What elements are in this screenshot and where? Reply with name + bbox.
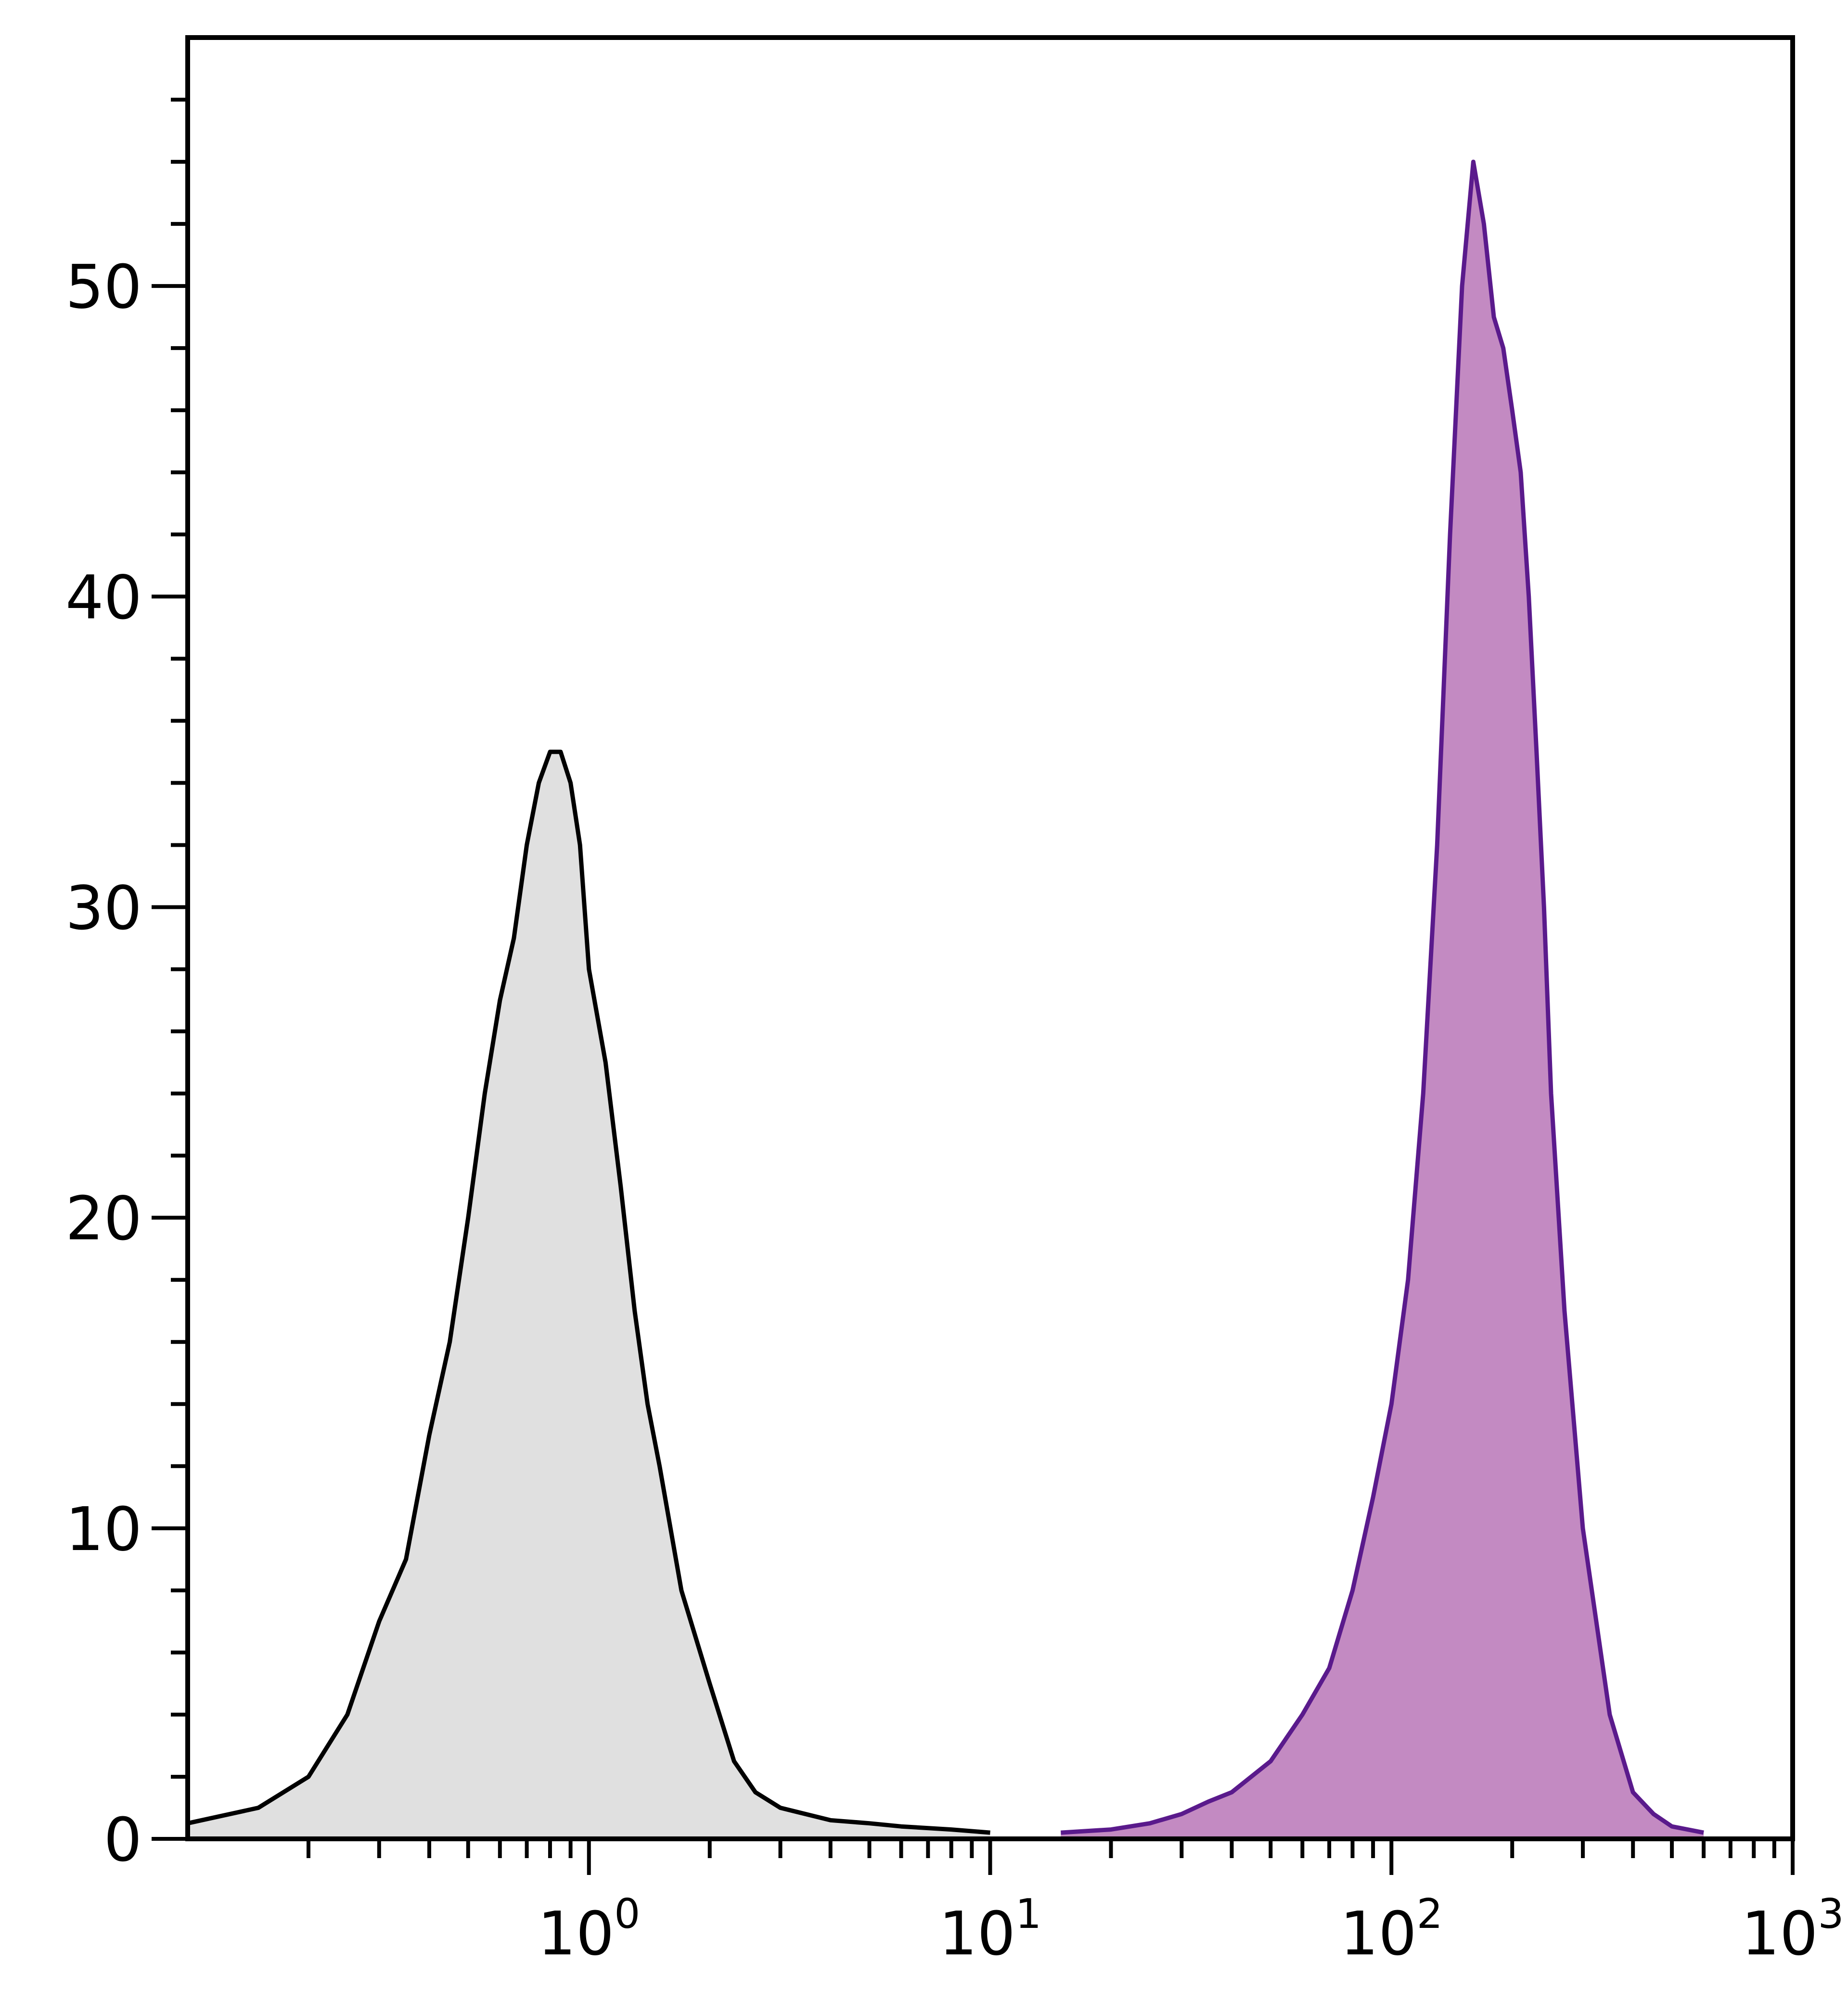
x-tick-label: 101 xyxy=(939,1890,1041,1969)
y-tick-label: 20 xyxy=(65,1184,142,1254)
series-0-line xyxy=(187,749,990,1835)
x-tick-label: 100 xyxy=(538,1890,640,1969)
series-1-area xyxy=(1061,162,1704,1839)
x-axis: 100 101 102 103 xyxy=(306,1839,1844,1969)
y-tick-label: 50 xyxy=(65,252,142,322)
y-tick-label: 40 xyxy=(65,563,142,633)
series-1-line xyxy=(1061,159,1704,1835)
x-tick-label: 102 xyxy=(1340,1890,1443,1969)
y-tick-label: 30 xyxy=(65,873,142,943)
plot-frame xyxy=(185,35,1795,1841)
series-0-area xyxy=(188,751,990,1839)
y-axis: 0 10 20 30 40 50 xyxy=(65,98,188,1875)
series-layer xyxy=(187,159,1704,1839)
y-tick-label: 0 xyxy=(103,1805,142,1875)
y-tick-label: 10 xyxy=(65,1495,142,1564)
x-tick-label: 103 xyxy=(1741,1890,1844,1969)
